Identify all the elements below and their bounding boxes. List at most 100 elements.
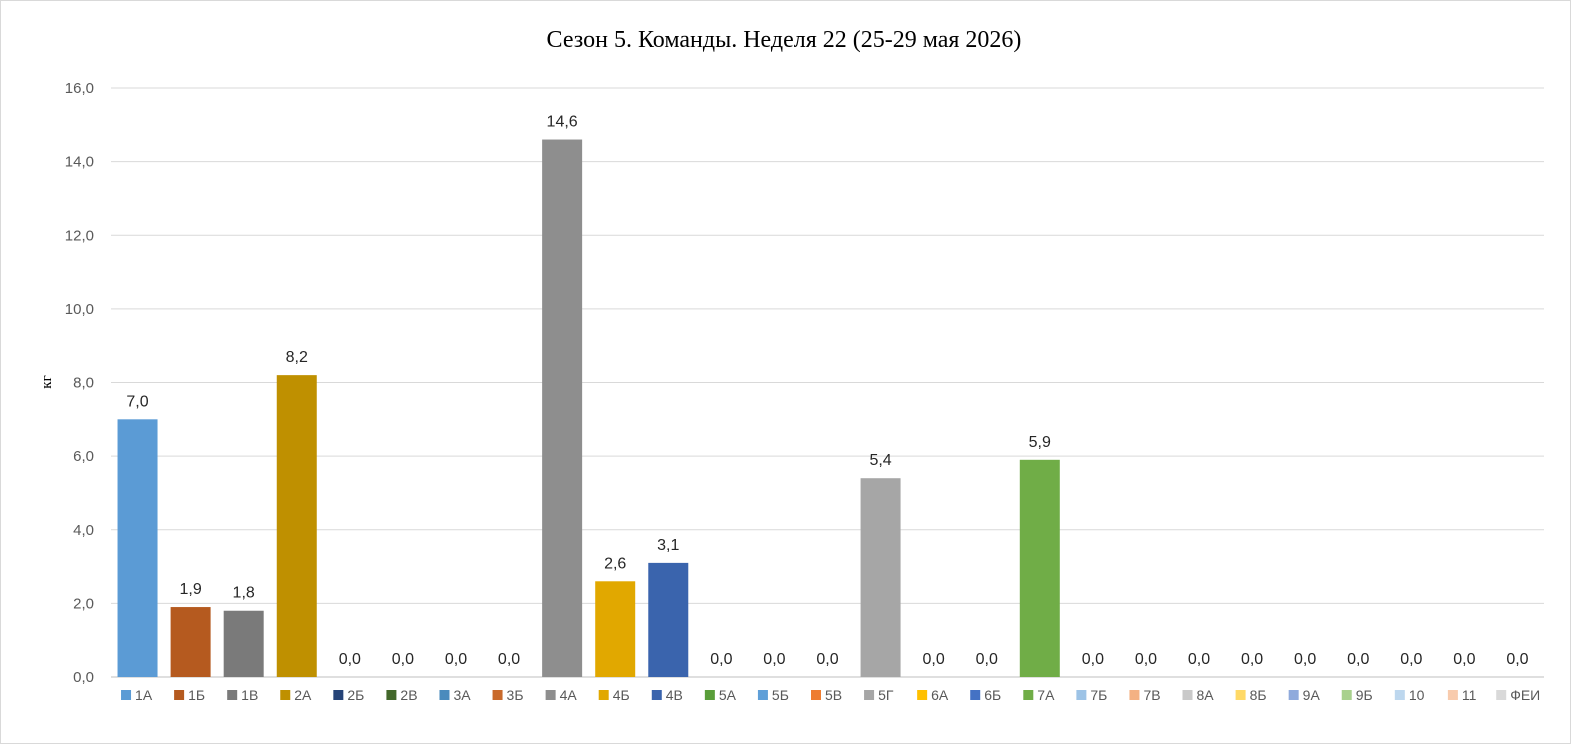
legend-swatch [1129,690,1140,700]
bar-4Б [595,581,636,677]
legend-label: 7Б [1090,687,1107,703]
legend-item: 8А [1182,687,1215,703]
legend-label: 1А [135,687,153,703]
legend-swatch [1341,690,1352,700]
legend-label: 9А [1303,687,1321,703]
legend-swatch [1394,690,1405,700]
data-label: 3,1 [657,537,679,554]
legend-swatch [704,690,715,700]
legend-item: 2Б [333,687,364,703]
legend-label: 5В [825,687,842,703]
legend-item: 11 [1447,687,1477,703]
data-label: 0,0 [339,651,361,668]
legend-item: 4Б [598,687,630,703]
legend-item: 6А [917,687,949,703]
legend-swatch [598,690,609,700]
legend-label: 8Б [1250,687,1267,703]
legend-swatch [386,690,397,700]
data-label: 0,0 [1453,651,1475,668]
legend-label: 3Б [507,687,524,703]
legend-item: 7В [1129,687,1161,703]
legend-item: 9А [1288,687,1321,703]
legend-swatch [811,690,821,700]
legend-swatch [1023,690,1034,700]
legend-swatch [917,690,928,700]
y-tick-label: 0,0 [73,669,94,686]
legend-item: 8Б [1235,687,1267,703]
legend-swatch [333,690,344,700]
y-axis-label: кг [39,375,55,388]
legend-label: 1Б [188,687,205,703]
legend-label: 5Г [878,687,894,703]
legend-swatch [1182,690,1193,700]
legend-item: ФЕИ [1496,687,1540,703]
legend-item: 3А [439,687,471,703]
data-label: 0,0 [498,651,520,668]
legend-swatch [1288,690,1299,700]
data-label: 0,0 [1135,651,1157,668]
legend-label: 4В [666,687,683,703]
legend-item: 5В [811,687,842,703]
legend-item: 5Г [864,687,894,703]
legend-item: 2А [280,687,312,703]
bar-1В [223,610,264,677]
legend-item: 5А [704,687,737,703]
bar-7А [1019,459,1060,677]
legend-label: 5Б [772,687,789,703]
legend-label: 11 [1462,687,1477,703]
data-label: 1,8 [233,585,255,602]
bar-4А [542,139,583,678]
data-label: 0,0 [1188,651,1210,668]
legend-swatch [545,690,556,700]
legend-swatch [1076,690,1087,700]
chart-title: Сезон 5. Команды. Неделя 22 (25-29 мая 2… [547,27,1022,53]
data-label: 7,0 [126,393,148,410]
legend-item: 9Б [1341,687,1373,703]
legend: 1А 1Б 1В 2А 2Б 2В 3А 3Б 4А 4Б 4В 5А 5Б 5В 5Г 6А 6Б 7А 7Б 7В… [121,687,1540,703]
legend-item: 1Б [174,687,205,703]
legend-item: 4А [545,687,577,703]
bar-5Г [860,478,901,677]
legend-label: 9Б [1356,687,1373,703]
legend-label: 2В [400,687,417,703]
data-label: 0,0 [976,651,998,668]
legend-item: 7А [1023,687,1055,703]
data-label: 0,0 [1400,651,1422,668]
data-label: 0,0 [1294,651,1316,668]
y-tick-label: 16,0 [65,80,94,97]
y-tick-label: 2,0 [73,595,94,612]
legend-swatch [1447,690,1458,700]
legend-label: 3А [453,687,471,703]
legend-swatch [757,690,768,700]
legend-swatch [1496,690,1507,700]
bar-1Б [170,607,211,677]
data-label: 0,0 [710,651,732,668]
legend-label: 5А [719,687,737,703]
legend-swatch [651,690,662,700]
legend-swatch [1235,690,1246,700]
data-label: 0,0 [445,651,467,668]
legend-label: 7А [1037,687,1055,703]
data-label: 0,0 [923,651,945,668]
y-tick-label: 12,0 [65,227,94,244]
legend-item: 1А [121,687,153,703]
legend-item: 7Б [1076,687,1107,703]
legend-item: 1В [227,687,258,703]
data-label: 8,2 [286,349,308,366]
legend-label: 8А [1197,687,1215,703]
data-label: 0,0 [1082,651,1104,668]
legend-label: 7В [1143,687,1160,703]
legend-swatch [280,690,291,700]
data-label: 1,9 [179,581,201,598]
legend-item: 3Б [492,687,524,703]
data-label: 5,4 [869,452,891,469]
bar-4В [648,562,689,677]
y-axis-ticks: 0,0 2,0 4,0 6,0 8,0 10,0 12,0 14,0 16,0 [65,80,94,686]
legend-swatch [174,690,185,700]
legend-label: ФЕИ [1510,687,1540,703]
legend-item: 6Б [970,687,1001,703]
y-tick-label: 4,0 [73,522,94,539]
legend-label: 1В [241,687,258,703]
